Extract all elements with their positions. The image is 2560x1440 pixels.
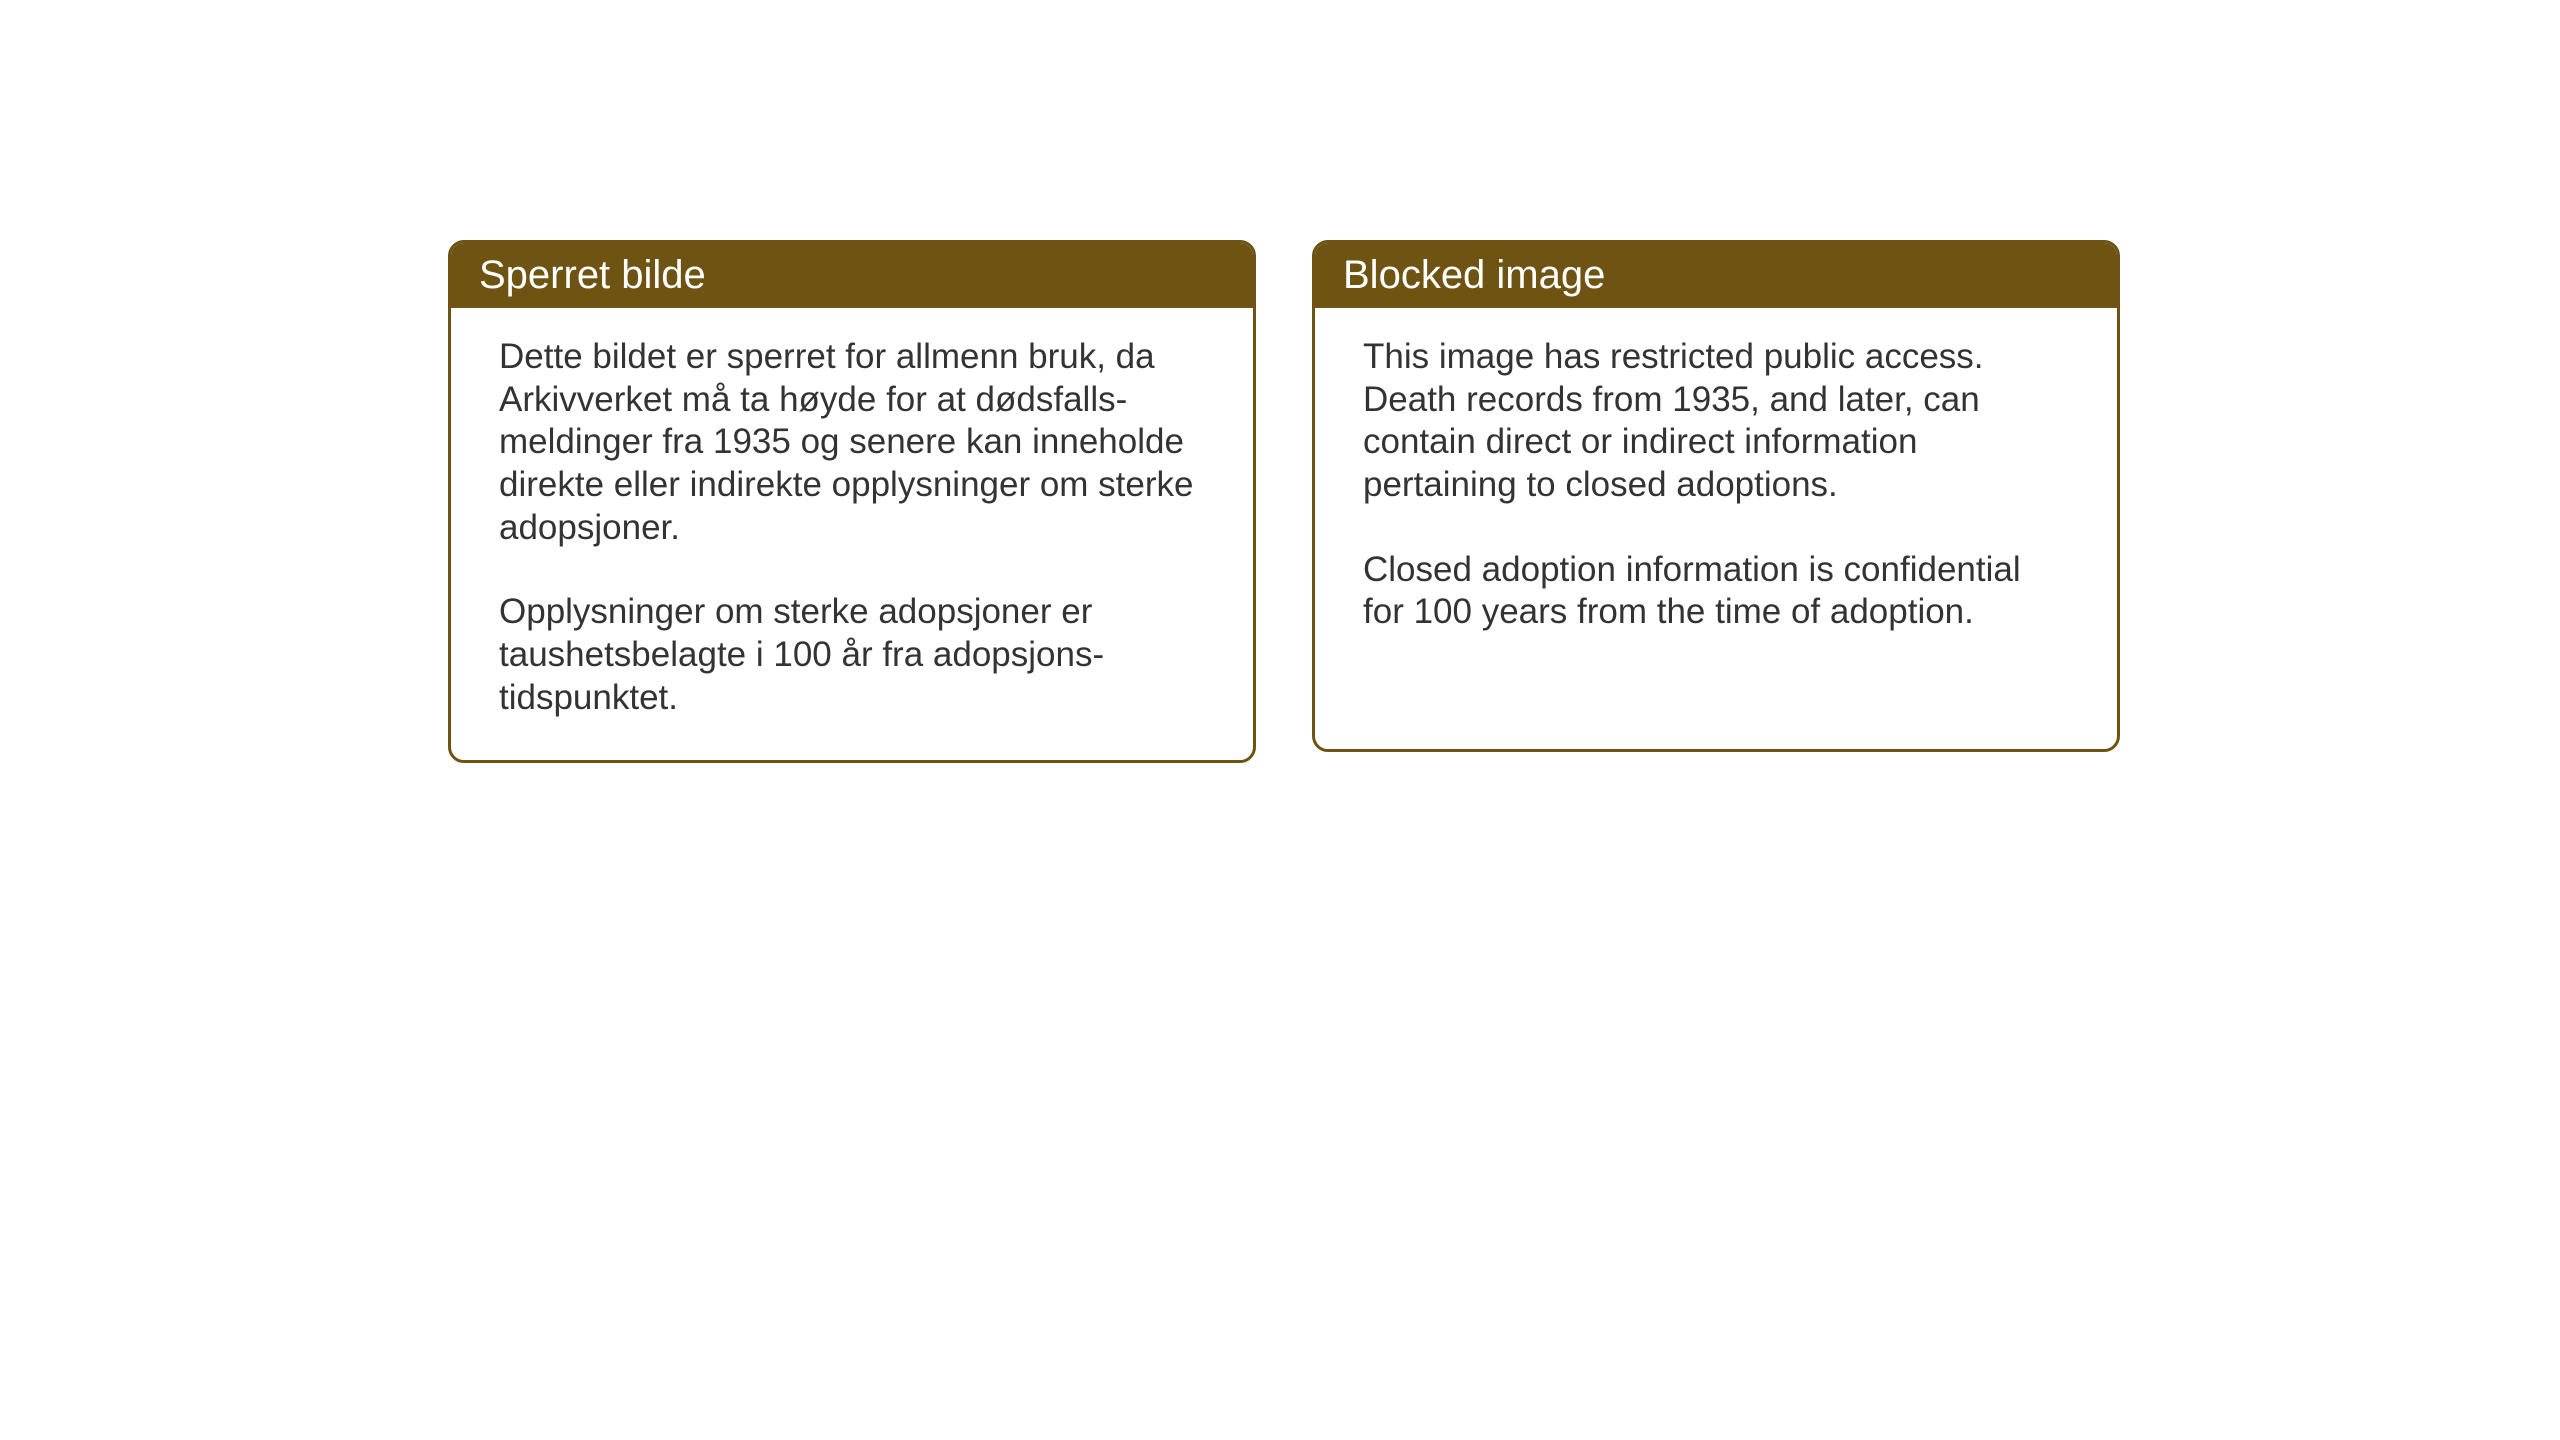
notice-cards-container: Sperret bilde Dette bildet er sperret fo… — [448, 240, 2120, 763]
english-card-body: This image has restricted public access.… — [1315, 308, 2117, 674]
norwegian-card-title: Sperret bilde — [451, 243, 1253, 308]
english-card-title: Blocked image — [1315, 243, 2117, 308]
english-notice-card: Blocked image This image has restricted … — [1312, 240, 2120, 752]
english-paragraph-2: Closed adoption information is confident… — [1363, 549, 2069, 634]
norwegian-paragraph-2: Opplysninger om sterke adopsjoner er tau… — [499, 591, 1205, 719]
norwegian-paragraph-1: Dette bildet er sperret for allmenn bruk… — [499, 336, 1205, 549]
english-paragraph-1: This image has restricted public access.… — [1363, 336, 2069, 507]
norwegian-notice-card: Sperret bilde Dette bildet er sperret fo… — [448, 240, 1256, 763]
norwegian-card-body: Dette bildet er sperret for allmenn bruk… — [451, 308, 1253, 760]
